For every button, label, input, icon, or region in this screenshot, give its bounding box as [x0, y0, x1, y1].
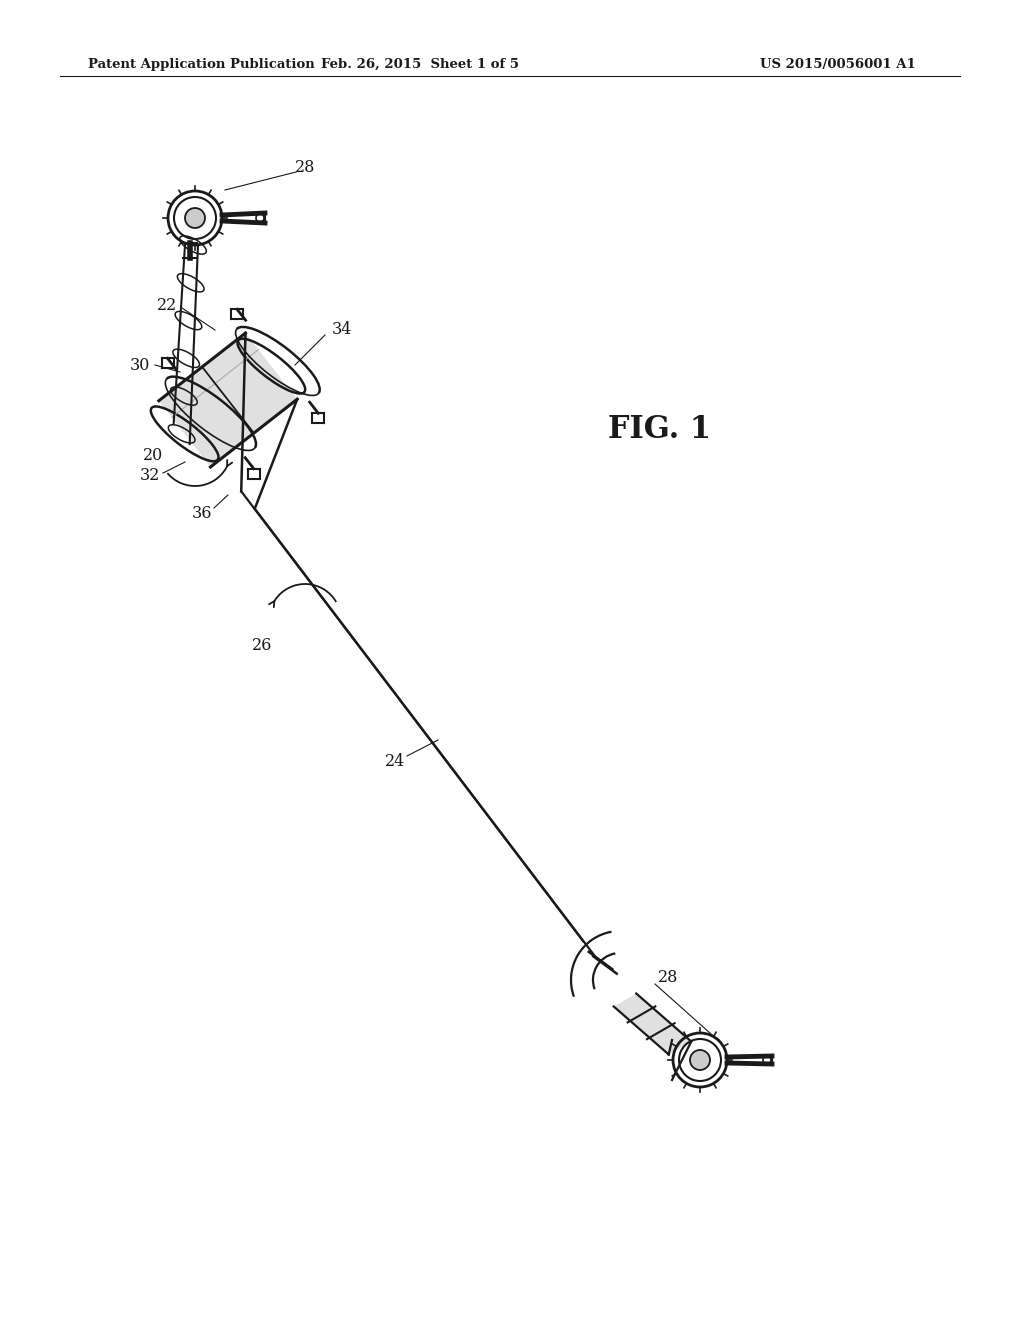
Text: 26: 26	[252, 636, 272, 653]
Text: Feb. 26, 2015  Sheet 1 of 5: Feb. 26, 2015 Sheet 1 of 5	[321, 58, 519, 71]
Text: 20: 20	[143, 447, 163, 465]
Text: 22: 22	[157, 297, 177, 314]
Text: 32: 32	[140, 466, 160, 483]
Text: 24: 24	[385, 754, 406, 771]
Text: Patent Application Publication: Patent Application Publication	[88, 58, 314, 71]
Ellipse shape	[185, 209, 205, 228]
Text: FIG. 1: FIG. 1	[608, 414, 712, 446]
Text: 28: 28	[657, 969, 678, 986]
Polygon shape	[159, 333, 297, 467]
Ellipse shape	[690, 1049, 710, 1071]
Text: 36: 36	[191, 504, 212, 521]
Text: 28: 28	[295, 158, 315, 176]
Text: 34: 34	[332, 322, 352, 338]
Polygon shape	[613, 994, 691, 1055]
Text: 30: 30	[130, 356, 151, 374]
Text: US 2015/0056001 A1: US 2015/0056001 A1	[760, 58, 915, 71]
